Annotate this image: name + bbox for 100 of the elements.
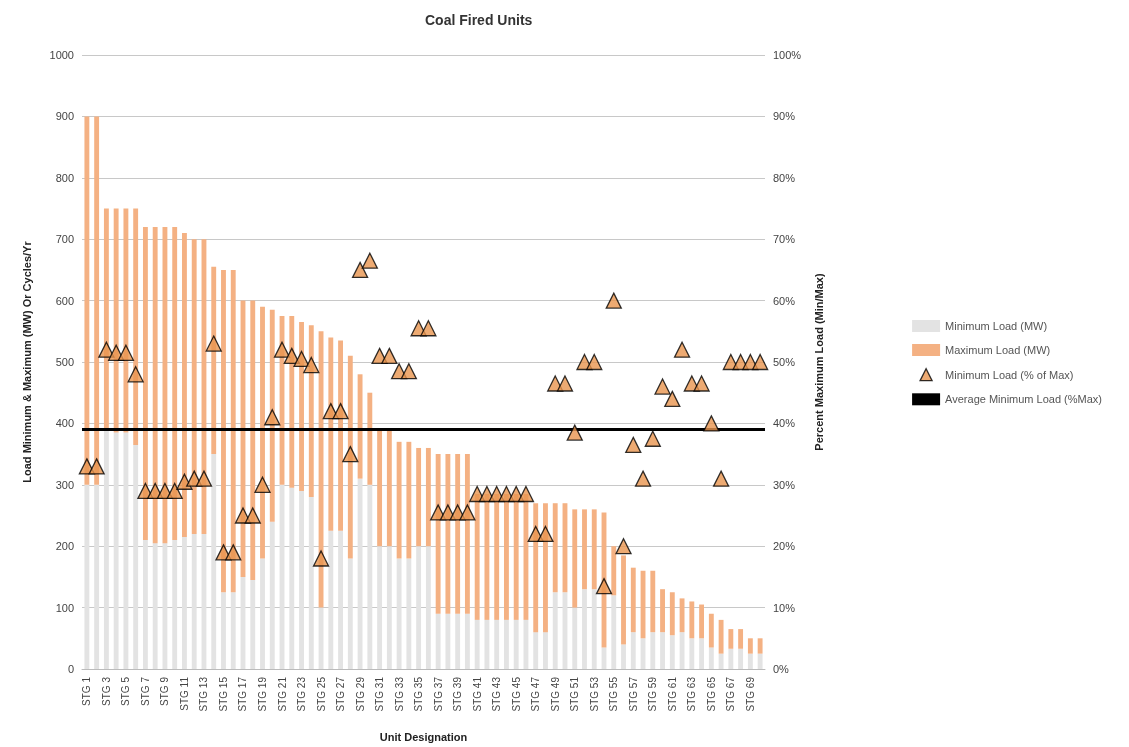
bar [669,635,675,669]
bar [377,429,383,547]
y2-tick-label: 60% [773,294,796,307]
bar [718,653,724,669]
bar [464,613,470,669]
bar [455,613,461,669]
bar [338,530,343,669]
bar [650,632,656,669]
x-tick-label: STG 19 [257,676,269,712]
bar [94,484,100,669]
bar [552,503,558,593]
bar [396,441,402,559]
bar [386,429,392,547]
bar [689,601,695,639]
bar [308,497,314,669]
bar [504,619,509,669]
bar [191,533,197,669]
legend-label: Minimum Load (% of Max) [945,368,1074,381]
x-tick-label: STG 49 [549,676,561,712]
y2-tick-label: 90% [773,110,796,123]
y2-tick-label: 100% [773,49,802,61]
x-tick-label: STG 13 [198,676,210,712]
legend-label: Maximum Load (MW) [945,344,1051,356]
x-tick-label: STG 55 [608,676,620,712]
y-tick-label: 600 [55,294,74,307]
bar [367,392,373,485]
bar [582,509,587,590]
bar [660,632,665,669]
bar [133,444,139,669]
y2-tick-label: 50% [773,356,796,368]
bar [738,629,744,649]
bar [669,592,675,636]
bar [533,632,539,669]
bar [630,567,636,633]
chart-title: Coal Fired Units [425,12,533,28]
bar [474,619,480,669]
bar [230,592,236,669]
bar [513,619,519,669]
y-tick-label: 1000 [49,49,74,61]
y-tick-label: 100 [55,601,74,614]
x-tick-label: STG 63 [686,676,698,712]
y2-tick-label: 10% [773,601,796,614]
x-tick-label: STG 53 [588,676,600,712]
x-tick-label: STG 27 [335,676,347,712]
x-tick-label: STG 25 [315,676,327,712]
bar [269,521,275,669]
bar [250,579,256,669]
x-tick-label: STG 11 [178,676,190,711]
x-tick-label: STG 9 [159,676,171,706]
y-tick-label: 800 [55,171,74,184]
x-tick-label: STG 51 [569,676,581,712]
bar [425,546,431,669]
bar [484,619,490,669]
bar [543,632,548,669]
bar [260,558,265,669]
x-tick-label: STG 45 [510,676,522,712]
x-tick-label: STG 29 [354,676,366,712]
bar [221,592,226,669]
x-tick-label: STG 41 [471,676,483,712]
bar [396,558,402,669]
y-tick-label: 0 [67,663,74,675]
bar [738,648,744,669]
x-tick-label: STG 61 [666,676,678,712]
bar [142,540,148,669]
bar [591,589,597,669]
x-tick-label: STG 31 [374,676,386,712]
bar [347,558,353,669]
bar [679,632,685,669]
bar [591,509,597,590]
bar [611,546,617,596]
bar [416,546,422,669]
y2-tick-label: 40% [773,417,796,430]
bar [679,598,685,633]
y2-tick-label: 20% [773,540,796,553]
y2-tick-label: 0% [773,663,790,675]
bar [552,592,558,669]
x-tick-label: STG 37 [432,676,444,712]
bar [572,509,578,608]
bar [747,638,753,654]
y-tick-label: 500 [55,356,74,368]
x-tick-label: STG 43 [491,676,503,712]
bar [708,613,714,648]
x-tick-label: STG 1 [81,676,93,706]
bar [289,487,295,669]
x-tick-label: STG 57 [627,676,639,712]
bar [582,589,587,669]
bar [416,447,422,547]
legend-label: Minimum Load (MW) [945,320,1048,332]
bar [708,647,714,669]
legend-label: Average Minimum Load (%Max) [945,393,1103,406]
bar [406,441,412,559]
y-tick-label: 700 [55,233,74,246]
x-tick-label: STG 69 [744,676,756,712]
y2-tick-label: 30% [773,478,796,491]
bar [367,484,373,669]
bar [728,629,734,649]
bar [699,604,705,639]
bar [650,570,656,633]
bar [718,619,724,654]
y2-tick-label: 70% [773,233,796,246]
